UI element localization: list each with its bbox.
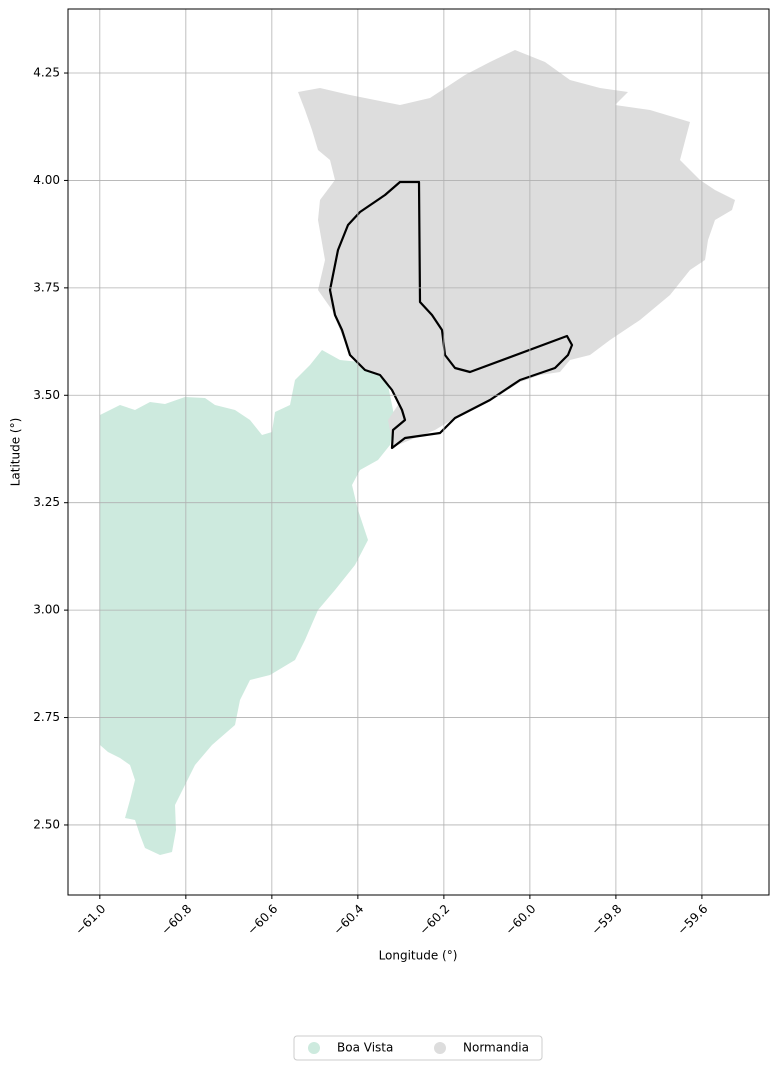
x-tick-label: −59.8 <box>589 902 625 938</box>
region-normandia <box>298 50 735 447</box>
highlight-outline <box>328 180 574 450</box>
y-tick-label: 4.25 <box>33 66 60 80</box>
y-tick-label: 3.50 <box>33 388 60 402</box>
x-tick-label: −60.2 <box>417 902 453 938</box>
y-tick-label: 2.50 <box>33 817 60 831</box>
legend-box <box>293 1035 543 1061</box>
x-tick-label: −60.6 <box>245 902 281 938</box>
legend-marker <box>434 1042 446 1054</box>
y-tick-label: 2.75 <box>33 710 60 724</box>
plot-frame <box>67 8 770 896</box>
y-tick-label: 3.75 <box>33 280 60 294</box>
x-tick-label: −59.6 <box>675 902 711 938</box>
y-axis-label: Latitude (°) <box>9 418 23 487</box>
x-tick-label: −60.8 <box>159 902 195 938</box>
y-tick-label: 3.00 <box>33 603 60 617</box>
region-boa-vista <box>100 350 395 855</box>
x-axis-label: Longitude (°) <box>379 949 458 963</box>
y-tick-label: 4.00 <box>33 173 60 187</box>
x-tick-label: −60.0 <box>503 902 539 938</box>
x-tick-label: −60.4 <box>331 902 367 938</box>
legend-label: Normandia <box>463 1041 529 1055</box>
legend-label: Boa Vista <box>337 1041 393 1055</box>
legend-marker <box>308 1042 320 1054</box>
y-tick-label: 3.25 <box>33 495 60 509</box>
x-tick-label: −61.0 <box>73 902 109 938</box>
